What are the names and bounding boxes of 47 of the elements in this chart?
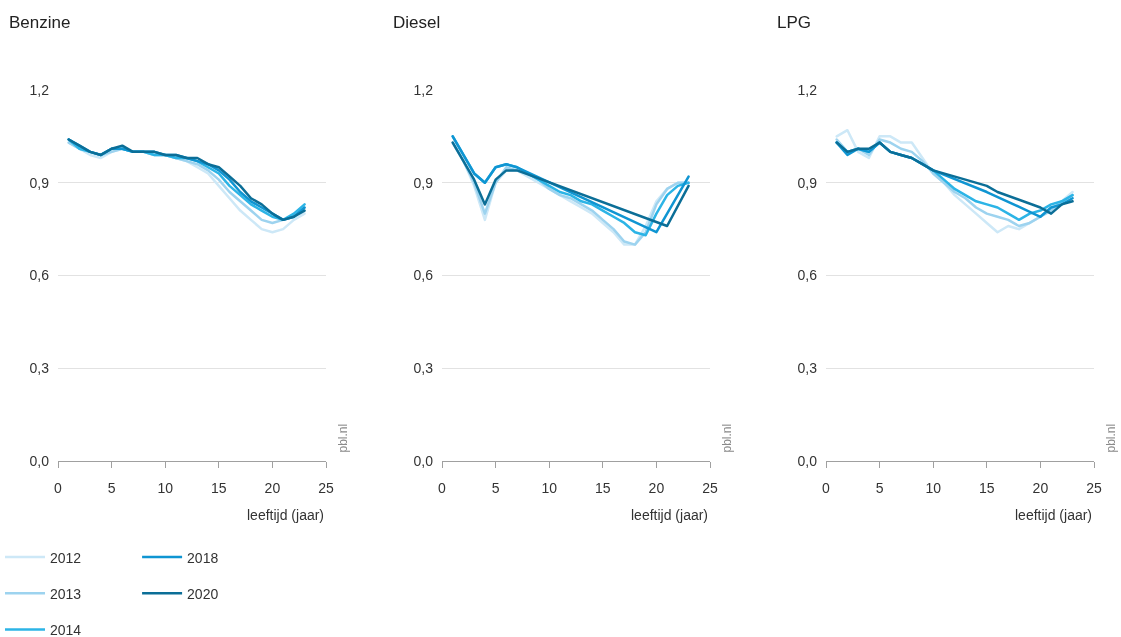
legend-label: 2013: [50, 585, 82, 602]
legend-label: 2014: [50, 621, 82, 637]
text: pbl.nl: [335, 423, 350, 453]
y-tick-label: 0,6: [797, 267, 818, 284]
y-tick-label: 0,9: [29, 174, 50, 191]
x-tick-label: 25: [702, 479, 718, 496]
text: pbl.nl: [719, 423, 734, 453]
y-tick-label: 0,3: [413, 360, 434, 377]
x-tick-label: 20: [1032, 479, 1049, 496]
x-tick-label: 0: [822, 479, 831, 496]
x-tick-label: 5: [875, 479, 884, 496]
x-axis-title: leeftijd (jaar): [1015, 507, 1093, 523]
x-tick-label: 20: [264, 479, 281, 496]
x-tick-label: 25: [1086, 479, 1102, 496]
text: pbl.nl: [1103, 423, 1118, 453]
x-axis-title: leeftijd (jaar): [631, 507, 709, 523]
legend-label: 2020: [187, 585, 219, 602]
y-tick-label: 1,2: [797, 81, 818, 98]
legend-label: 2012: [50, 549, 82, 566]
y-tick-label: 0,6: [29, 267, 50, 284]
y-tick-label: 1,2: [413, 81, 434, 98]
x-tick-label: 5: [107, 479, 116, 496]
x-tick-label: 15: [979, 479, 995, 496]
y-tick-label: 0,3: [797, 360, 818, 377]
x-tick-label: 10: [541, 479, 558, 496]
x-tick-label: 0: [438, 479, 447, 496]
y-tick-label: 0,9: [413, 174, 434, 191]
y-tick-label: 0,6: [413, 267, 434, 284]
y-tick-label: 0,9: [797, 174, 818, 191]
y-tick-label: 1,2: [29, 81, 50, 98]
x-tick-label: 0: [54, 479, 63, 496]
chart-title: Diesel: [393, 12, 441, 32]
y-tick-label: 0,0: [29, 452, 50, 469]
x-tick-label: 10: [925, 479, 942, 496]
chart-title: Benzine: [9, 12, 71, 32]
x-tick-label: 5: [491, 479, 500, 496]
y-tick-label: 0,3: [29, 360, 50, 377]
x-axis-title: leeftijd (jaar): [247, 507, 325, 523]
x-tick-label: 25: [318, 479, 334, 496]
y-tick-label: 0,0: [797, 452, 818, 469]
chart-title: LPG: [777, 12, 812, 32]
x-tick-label: 15: [211, 479, 227, 496]
x-tick-label: 15: [595, 479, 611, 496]
x-tick-label: 20: [648, 479, 665, 496]
y-tick-label: 0,0: [413, 452, 434, 469]
legend-label: 2018: [187, 549, 219, 566]
x-tick-label: 10: [157, 479, 174, 496]
